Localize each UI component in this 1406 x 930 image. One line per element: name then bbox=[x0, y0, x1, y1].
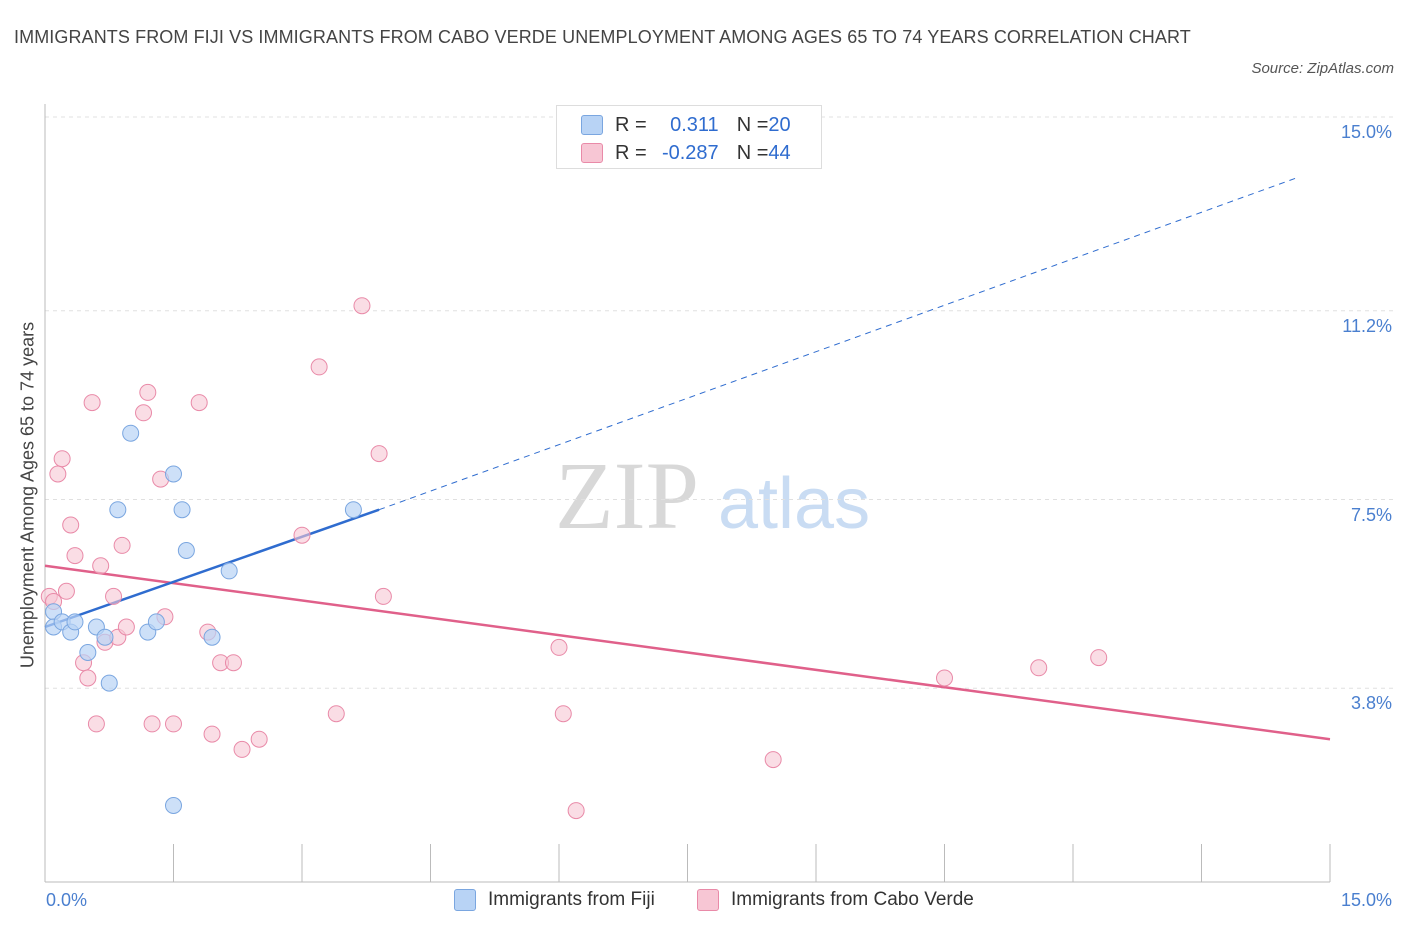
data-points bbox=[40, 297, 1108, 820]
fiji-r-value: 0.311 bbox=[670, 113, 719, 136]
cabo-point bbox=[327, 705, 345, 723]
cabo-point bbox=[567, 802, 585, 820]
cabo-point bbox=[233, 740, 251, 758]
cabo-point bbox=[550, 638, 568, 656]
cabo-legend-label: Immigrants from Cabo Verde bbox=[731, 889, 974, 910]
x-tick-max: 15.0% bbox=[1340, 890, 1392, 910]
y-tick-label: 3.8% bbox=[1350, 693, 1392, 714]
cabo-point bbox=[62, 516, 80, 534]
fiji-swatch bbox=[581, 115, 603, 135]
cabo-point bbox=[310, 358, 328, 376]
fiji-point bbox=[165, 465, 182, 483]
bottom-legend-cabo[interactable]: Immigrants from Cabo Verde bbox=[697, 889, 974, 911]
cabo-point bbox=[224, 654, 242, 672]
watermark-zip: ZIP bbox=[555, 442, 699, 549]
y-tick-label: 7.5% bbox=[1350, 504, 1392, 525]
cabo-point bbox=[764, 751, 782, 769]
cabo-r-value: -0.287 bbox=[661, 141, 719, 164]
cabo-point bbox=[135, 404, 153, 422]
cabo-point bbox=[1030, 659, 1048, 677]
cabo-point bbox=[66, 547, 84, 565]
fiji-point bbox=[79, 644, 97, 661]
legend-row-fiji: R = 0.311 N = 20 bbox=[581, 111, 791, 139]
fiji-n-value: 20 bbox=[768, 113, 791, 136]
fiji-trend-line bbox=[44, 508, 380, 629]
cabo-point bbox=[79, 669, 97, 687]
cabo-point bbox=[203, 725, 221, 743]
cabo-point bbox=[370, 445, 388, 463]
cabo-r-label: R = bbox=[615, 141, 647, 164]
cabo-point bbox=[117, 618, 135, 636]
cabo-point bbox=[83, 394, 101, 412]
fiji-point bbox=[100, 674, 118, 692]
cabo-point bbox=[53, 450, 71, 468]
cabo-point bbox=[374, 587, 392, 605]
fiji-point bbox=[96, 628, 114, 646]
cabo-point bbox=[139, 383, 157, 401]
correlation-legend: R = 0.311 N = 20 R = -0.287 N = 44 bbox=[556, 105, 822, 169]
source-label: Source: ZipAtlas.com bbox=[1251, 60, 1394, 77]
cabo-point bbox=[49, 465, 67, 483]
cabo-point bbox=[87, 715, 105, 733]
cabo-point bbox=[1090, 649, 1108, 667]
fiji-legend-swatch bbox=[454, 889, 476, 911]
fiji-point bbox=[109, 501, 127, 519]
axes bbox=[44, 104, 1331, 883]
y-tick-label: 11.2% bbox=[1342, 315, 1392, 336]
cabo-point bbox=[293, 526, 311, 544]
gridlines bbox=[45, 116, 1395, 689]
legend-row-cabo: R = -0.287 N = 44 bbox=[581, 139, 791, 167]
cabo-point bbox=[92, 557, 110, 575]
cabo-swatch bbox=[581, 143, 603, 163]
fiji-point bbox=[165, 797, 182, 814]
cabo-n-value: 44 bbox=[768, 141, 791, 164]
fiji-legend-label: Immigrants from Fiji bbox=[488, 889, 655, 910]
cabo-point bbox=[57, 582, 75, 600]
watermark-atlas: atlas bbox=[718, 464, 870, 544]
cabo-trend-line bbox=[44, 564, 1331, 741]
cabo-point bbox=[105, 587, 123, 605]
fiji-point bbox=[147, 613, 165, 631]
cabo-n-label: N = bbox=[736, 141, 769, 164]
fiji-point bbox=[122, 424, 140, 442]
fiji-point bbox=[173, 501, 191, 519]
fiji-point bbox=[177, 542, 195, 559]
y-tick-label: 15.0% bbox=[1340, 122, 1392, 142]
fiji-point bbox=[203, 628, 221, 646]
fiji-point bbox=[344, 501, 362, 519]
cabo-point bbox=[190, 394, 208, 412]
fiji-trend-extension bbox=[378, 177, 1296, 511]
cabo-point bbox=[936, 669, 953, 687]
fiji-n-label: N = bbox=[736, 113, 769, 136]
cabo-point bbox=[353, 297, 371, 315]
bottom-legend-fiji[interactable]: Immigrants from Fiji bbox=[454, 889, 655, 911]
chart-title: IMMIGRANTS FROM FIJI VS IMMIGRANTS FROM … bbox=[14, 27, 1191, 47]
cabo-point bbox=[554, 705, 572, 723]
fiji-r-label: R = bbox=[615, 113, 647, 136]
cabo-point bbox=[113, 536, 131, 554]
cabo-point bbox=[165, 715, 182, 733]
cabo-point bbox=[250, 730, 268, 748]
x-tick-min: 0.0% bbox=[46, 890, 88, 910]
cabo-legend-swatch bbox=[697, 889, 719, 911]
trend-lines bbox=[44, 177, 1331, 741]
cabo-point bbox=[143, 715, 161, 733]
fiji-point bbox=[220, 562, 238, 580]
fiji-point bbox=[66, 613, 84, 631]
